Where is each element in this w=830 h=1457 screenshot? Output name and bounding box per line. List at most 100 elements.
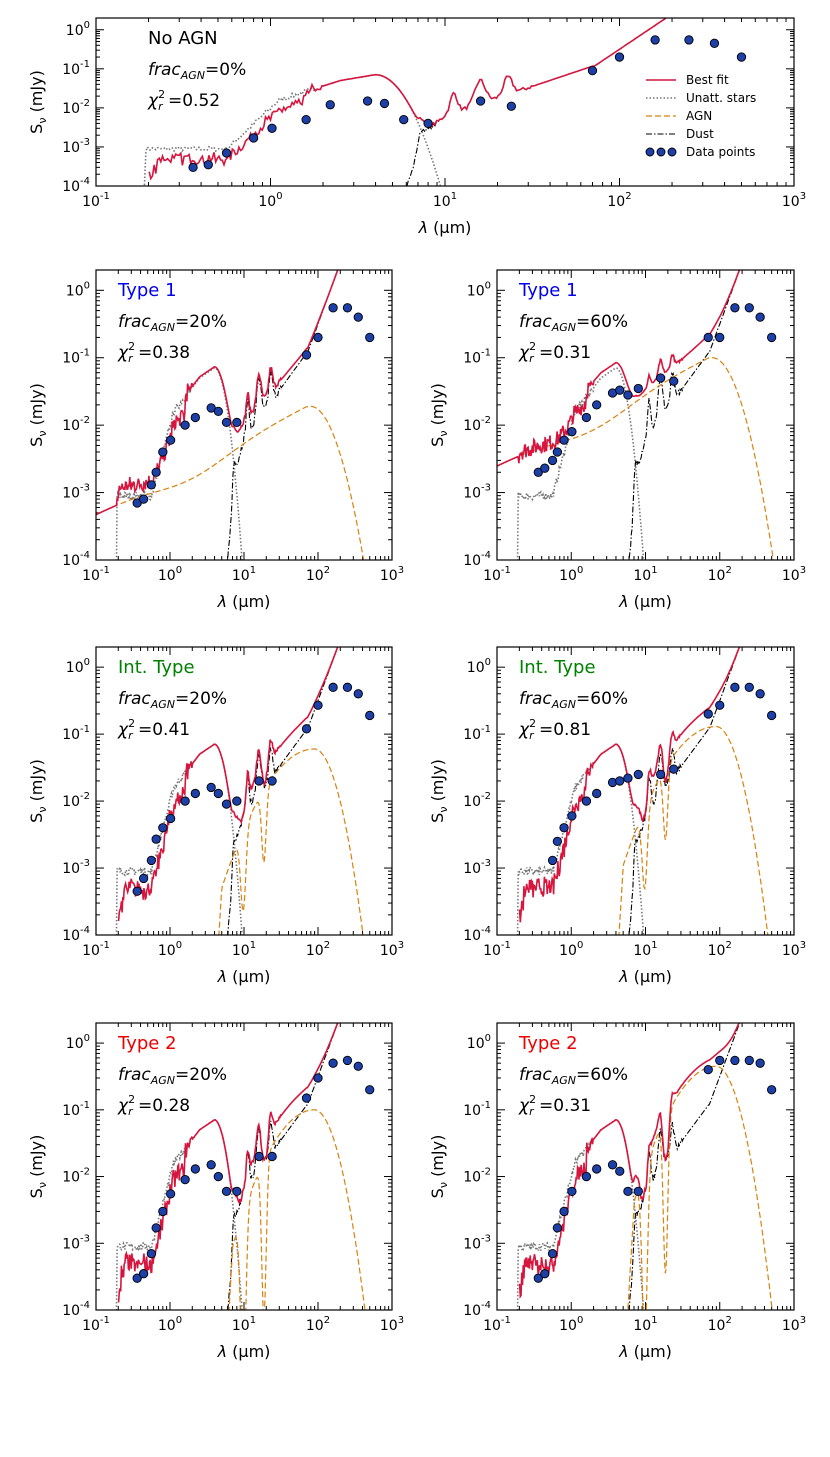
dust-line xyxy=(227,270,339,558)
data-point xyxy=(221,148,232,158)
x-tick-label: 10-1 xyxy=(483,565,511,584)
data-point xyxy=(506,101,516,111)
data-point xyxy=(656,769,666,780)
legend-stars-label: Unatt. stars xyxy=(686,91,756,105)
data-point xyxy=(190,1164,200,1174)
best-fit-line xyxy=(518,647,741,923)
y-tick-label: 10-2 xyxy=(62,791,90,810)
y-axis-label: Sν (mJy) xyxy=(27,1135,49,1199)
data-point xyxy=(146,480,157,490)
x-tick-label: 10-1 xyxy=(82,940,110,959)
panel-title: No AGN xyxy=(148,28,218,49)
chi-square-label: χ2 r =0.31 xyxy=(518,1093,591,1118)
data-point xyxy=(138,873,149,884)
data-point xyxy=(301,1093,312,1103)
data-point xyxy=(232,1186,242,1196)
data-point xyxy=(151,834,161,844)
chi-square-label: χ2 r =0.41 xyxy=(117,717,190,742)
data-point xyxy=(533,467,543,477)
curves xyxy=(516,1023,773,1310)
data-point xyxy=(587,65,598,76)
data-point xyxy=(365,710,375,721)
legend: Best fit Unatt. stars AGN Dust Data points xyxy=(645,73,756,159)
y-tick-label: 10-3 xyxy=(463,858,491,877)
data-point xyxy=(475,96,486,106)
data-point xyxy=(567,427,577,437)
x-tick-label: 103 xyxy=(380,1315,404,1334)
data-point xyxy=(301,350,312,360)
x-tick-label: 103 xyxy=(782,1315,806,1334)
panel-3: 10-1 100 101 102 103 10-4 10-3 10-2 10-1 100 λ (μm… xyxy=(428,269,806,611)
data-point xyxy=(190,788,200,799)
data-point xyxy=(313,1073,323,1083)
data-point xyxy=(703,332,713,343)
data-point xyxy=(180,1174,190,1185)
y-tick-label: 10-3 xyxy=(62,137,90,156)
x-tick-label: 102 xyxy=(306,940,330,959)
chi-square-label: χ2 r =0.28 xyxy=(117,1093,190,1118)
data-points xyxy=(533,303,777,477)
data-point xyxy=(623,1186,633,1196)
data-point xyxy=(267,123,277,133)
curves xyxy=(516,647,769,935)
y-tick-label: 100 xyxy=(467,1033,491,1052)
data-point xyxy=(365,1085,375,1095)
plot-frame xyxy=(496,1022,795,1311)
data-point xyxy=(684,35,694,45)
panel-7: 10-1 100 101 102 103 10-4 10-3 10-2 10-1 100 λ (μm… xyxy=(428,1022,806,1361)
data-point xyxy=(559,435,569,445)
x-tick-label: 102 xyxy=(306,565,330,584)
data-point xyxy=(180,796,190,806)
legend-points-label: Data points xyxy=(686,145,755,159)
data-point xyxy=(744,1055,754,1066)
y-tick-label: 10-4 xyxy=(463,550,491,569)
x-tick-label: 101 xyxy=(433,191,457,210)
data-point xyxy=(540,1269,550,1279)
x-tick-label: 100 xyxy=(158,565,182,584)
data-point xyxy=(592,1164,602,1174)
data-point xyxy=(132,886,142,896)
data-point xyxy=(581,412,592,423)
legend-points-swatch xyxy=(645,147,655,157)
data-point xyxy=(328,303,338,313)
y-tick-label: 100 xyxy=(66,657,90,676)
data-point xyxy=(766,710,777,721)
frac-agn-label: fracAGN=60% xyxy=(519,1065,628,1087)
data-point xyxy=(766,1085,777,1095)
data-point xyxy=(132,1273,142,1283)
data-point xyxy=(221,417,232,428)
x-tick-label: 10-1 xyxy=(483,940,511,959)
y-tick-label: 10-2 xyxy=(62,98,90,117)
x-tick-label: 101 xyxy=(232,1315,256,1334)
x-tick-label: 10-1 xyxy=(82,1315,110,1334)
data-point xyxy=(567,1186,577,1196)
data-point xyxy=(703,1064,713,1075)
frac-agn-label: fracAGN=20% xyxy=(118,312,227,334)
panel-title: Type 1 xyxy=(117,280,177,301)
data-point xyxy=(165,1189,176,1199)
data-point xyxy=(213,788,223,799)
x-tick-label: 103 xyxy=(782,565,806,584)
data-point xyxy=(755,689,765,699)
data-point xyxy=(206,1160,216,1170)
x-axis-label: λ (μm) xyxy=(217,1342,271,1361)
data-point xyxy=(715,332,725,343)
panel-4: 10-1 100 101 102 103 10-4 10-3 10-2 10-1 100 λ (μm… xyxy=(27,646,404,986)
data-point xyxy=(533,1273,543,1283)
data-point xyxy=(567,811,577,821)
best-fit-line xyxy=(117,647,339,921)
y-tick-label: 100 xyxy=(467,657,491,676)
x-tick-label: 102 xyxy=(708,565,732,584)
data-point xyxy=(342,1055,353,1066)
y-tick-label: 10-4 xyxy=(62,925,90,944)
panel-6: 10-1 100 101 102 103 10-4 10-3 10-2 10-1 100 λ (μm… xyxy=(27,1022,404,1361)
y-tick-label: 10-4 xyxy=(463,1300,491,1319)
data-point xyxy=(709,38,720,48)
data-points xyxy=(132,682,375,896)
legend-dust-label: Dust xyxy=(686,127,714,141)
chi-square-label: χ2 r =0.81 xyxy=(518,717,591,742)
data-points xyxy=(132,303,375,508)
data-points xyxy=(132,1055,375,1283)
dust-line xyxy=(227,647,339,935)
